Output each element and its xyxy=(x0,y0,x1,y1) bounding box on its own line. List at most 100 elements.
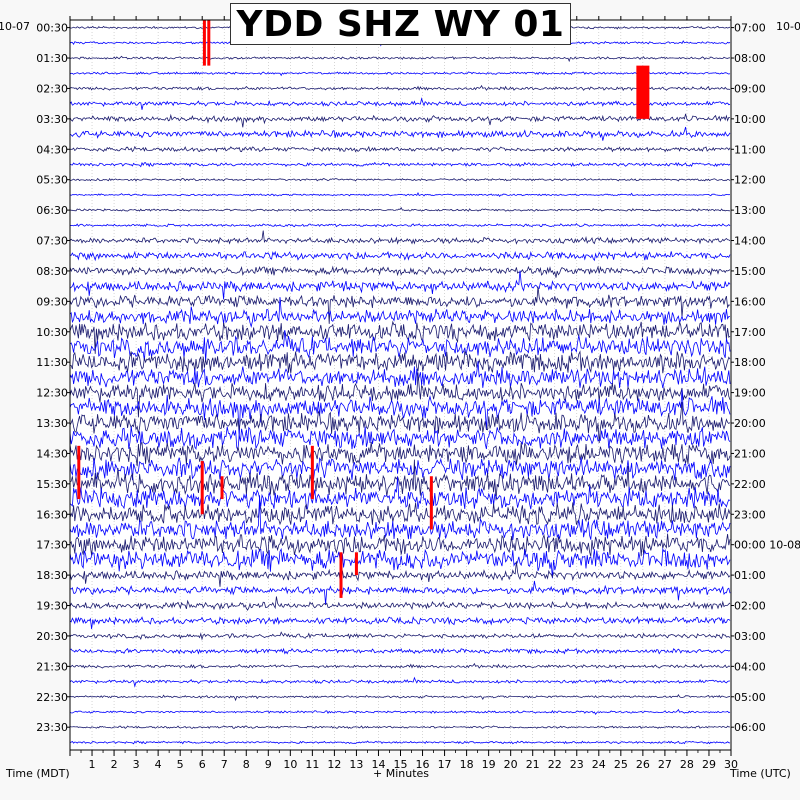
left-time-label-16: 16:30 xyxy=(36,508,68,521)
x-tick-label-27: 27 xyxy=(658,758,672,771)
right-time-label-18: 01:00 xyxy=(734,569,766,582)
right-time-label-3: 10:00 xyxy=(734,113,766,126)
right-time-label-22: 05:00 xyxy=(734,691,766,704)
right-time-label-19: 02:00 xyxy=(734,600,766,613)
x-tick-label-29: 29 xyxy=(702,758,716,771)
trigger-marker-7 xyxy=(429,476,433,530)
x-tick-label-9: 9 xyxy=(265,758,272,771)
x-tick-label-4: 4 xyxy=(155,758,162,771)
x-tick-label-21: 21 xyxy=(526,758,540,771)
left-time-label-21: 21:30 xyxy=(36,660,68,673)
x-tick-label-11: 11 xyxy=(305,758,319,771)
trace-row-13 xyxy=(69,223,731,228)
left-time-label-2: 02:30 xyxy=(36,82,68,95)
x-axis-ticks: 1 2 3 4 5 6 7 8 9 10 11 12 13 14 15 16 17 18 19 20 21 22 23 24 2… xyxy=(69,16,738,771)
left-time-label-3: 03:30 xyxy=(36,113,68,126)
trace-row-38 xyxy=(69,596,731,611)
right-axis-label: Time (UTC) xyxy=(730,767,791,780)
x-tick-label-3: 3 xyxy=(133,758,140,771)
x-tick-label-23: 23 xyxy=(570,758,584,771)
trace-row-29 xyxy=(69,457,731,481)
trigger-marker-1 xyxy=(207,20,211,66)
trace-row-2 xyxy=(69,55,731,63)
trace-row-42 xyxy=(69,662,731,669)
x-tick-label-19: 19 xyxy=(482,758,496,771)
left-time-labels: 00:30 01:30 02:30 03:30 04:30 05:30 06:30 07:30… xyxy=(36,22,70,734)
station-title: YDD SHZ WY 01 xyxy=(230,3,571,45)
left-time-label-4: 04:30 xyxy=(36,143,68,156)
trace-row-16 xyxy=(69,265,731,278)
left-time-label-17: 17:30 xyxy=(36,539,68,552)
trigger-marker-4 xyxy=(200,461,204,515)
trigger-marker-3 xyxy=(77,445,81,500)
trace-row-30 xyxy=(69,459,731,501)
x-tick-label-7: 7 xyxy=(221,758,228,771)
right-time-label-16: 23:00 xyxy=(734,508,766,521)
left-time-label-23: 23:30 xyxy=(36,721,68,734)
trace-row-26 xyxy=(69,401,731,444)
trace-row-44 xyxy=(69,694,731,702)
x-tick-label-14: 14 xyxy=(371,758,385,771)
right-time-label-6: 13:00 xyxy=(734,204,766,217)
trace-row-36 xyxy=(69,561,731,587)
x-tick-label-18: 18 xyxy=(460,758,474,771)
trace-row-17 xyxy=(69,270,731,300)
x-tick-label-24: 24 xyxy=(592,758,606,771)
x-tick-label-10: 10 xyxy=(283,758,297,771)
right-time-label-21: 04:00 xyxy=(734,660,766,673)
start-date-right: 10-0 xyxy=(776,20,800,33)
trace-row-5 xyxy=(69,97,731,110)
trace-row-11 xyxy=(69,191,731,197)
right-time-label-10: 17:00 xyxy=(734,326,766,339)
left-time-label-0: 00:30 xyxy=(36,22,68,35)
x-tick-label-5: 5 xyxy=(177,758,184,771)
x-tick-label-8: 8 xyxy=(243,758,250,771)
right-time-label-23: 06:00 xyxy=(734,721,766,734)
plot-background xyxy=(70,20,731,750)
right-time-label-12: 19:00 xyxy=(734,387,766,400)
trace-row-31 xyxy=(69,476,731,510)
trigger-markers xyxy=(77,20,650,598)
left-time-label-19: 19:30 xyxy=(36,600,68,613)
trigger-marker-0 xyxy=(202,20,206,66)
x-tick-label-1: 1 xyxy=(89,758,96,771)
x-tick-label-20: 20 xyxy=(504,758,518,771)
x-tick-label-26: 26 xyxy=(636,758,650,771)
right-time-label-4: 11:00 xyxy=(734,143,766,156)
left-time-label-6: 06:30 xyxy=(36,204,68,217)
trace-row-10 xyxy=(69,177,731,182)
right-time-label-9: 16:00 xyxy=(734,295,766,308)
x-tick-label-22: 22 xyxy=(548,758,562,771)
trace-row-33 xyxy=(69,495,731,540)
x-tick-label-15: 15 xyxy=(394,758,408,771)
start-date-left: 10-07 xyxy=(0,20,30,33)
left-time-label-22: 22:30 xyxy=(36,691,68,704)
x-tick-label-13: 13 xyxy=(349,758,363,771)
trace-row-12 xyxy=(69,207,731,212)
trace-row-37 xyxy=(69,580,731,605)
right-time-label-13: 20:00 xyxy=(734,417,766,430)
right-time-label-7: 14:00 xyxy=(734,235,766,248)
trace-row-34 xyxy=(69,533,731,557)
trace-row-8 xyxy=(69,145,731,153)
trace-row-43 xyxy=(69,676,730,688)
trace-row-7 xyxy=(69,126,731,141)
trigger-marker-8 xyxy=(339,552,343,598)
trace-row-19 xyxy=(69,297,731,329)
left-time-label-1: 01:30 xyxy=(36,52,68,65)
trace-row-28 xyxy=(69,442,731,467)
trigger-marker-2 xyxy=(636,65,650,119)
right-time-label-15: 22:00 xyxy=(734,478,766,491)
left-time-label-13: 13:30 xyxy=(36,417,68,430)
seismic-traces xyxy=(69,25,731,745)
left-time-label-5: 05:30 xyxy=(36,174,68,187)
left-time-label-10: 10:30 xyxy=(36,326,68,339)
right-time-label-20: 03:00 xyxy=(734,630,766,643)
trace-row-21 xyxy=(69,329,731,362)
x-axis-label: + Minutes xyxy=(373,767,430,780)
x-tick-label-30: 30 xyxy=(724,758,738,771)
left-time-label-14: 14:30 xyxy=(36,447,68,460)
trace-row-3 xyxy=(69,71,731,77)
left-time-label-7: 07:30 xyxy=(36,235,68,248)
left-time-label-18: 18:30 xyxy=(36,569,68,582)
